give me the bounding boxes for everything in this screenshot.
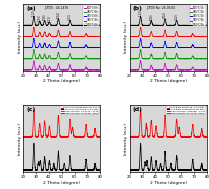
Text: (d): (d) (133, 107, 143, 112)
Text: (b): (b) (133, 6, 143, 11)
Text: (200): (200) (149, 14, 153, 20)
Legend: CFTS films annealed in N2 atm, CFTS films sulfurized in N2 atm, JCPDF Card No: 4: CFTS films annealed in N2 atm, CFTS film… (60, 106, 99, 114)
X-axis label: 2 Theta (degree): 2 Theta (degree) (43, 79, 80, 83)
Text: (204): (204) (56, 12, 60, 19)
Y-axis label: Intensity (a.u.): Intensity (a.u.) (124, 21, 128, 53)
Legend: CCTS films annealed in N2 atm, CCTS films sulfurized in N2 atm, JCPDF Card No: 0: CCTS films annealed in N2 atm, CCTS film… (166, 106, 206, 114)
Text: (204): (204) (163, 12, 167, 19)
Text: JCPDS : 44-1476: JCPDS : 44-1476 (45, 6, 69, 10)
Y-axis label: Intensity (a.u.): Intensity (a.u.) (18, 123, 22, 155)
Text: (a): (a) (26, 6, 36, 11)
Text: (211): (211) (47, 15, 51, 22)
Legend: 500°C/6h, 480°C/6h, 460°C/6h, 380°C/6h, 300°C/6h: 500°C/6h, 480°C/6h, 460°C/6h, 380°C/6h, … (83, 5, 99, 27)
Text: (312): (312) (175, 13, 179, 20)
Y-axis label: Intensity (a.u.): Intensity (a.u.) (18, 21, 22, 53)
Text: (112): (112) (139, 9, 143, 16)
Y-axis label: Intensity (a.u.): Intensity (a.u.) (124, 123, 128, 155)
Legend: 500°C/1h, 480°C/1h, 460°C/1h, 380°C/1h, 300°C/1h: 500°C/1h, 480°C/1h, 460°C/1h, 380°C/1h, … (190, 5, 206, 27)
Text: (112): (112) (32, 9, 36, 16)
Text: (c): (c) (26, 107, 35, 112)
Text: JCPDS No: 26-0504: JCPDS No: 26-0504 (147, 6, 175, 10)
X-axis label: 2 Theta (degree): 2 Theta (degree) (43, 181, 80, 185)
Text: (200): (200) (43, 14, 47, 20)
X-axis label: 2 Theta (degree): 2 Theta (degree) (150, 79, 187, 83)
Text: (312): (312) (68, 13, 72, 20)
X-axis label: 2 Theta (degree): 2 Theta (degree) (150, 181, 187, 185)
Text: (103): (103) (38, 14, 42, 21)
